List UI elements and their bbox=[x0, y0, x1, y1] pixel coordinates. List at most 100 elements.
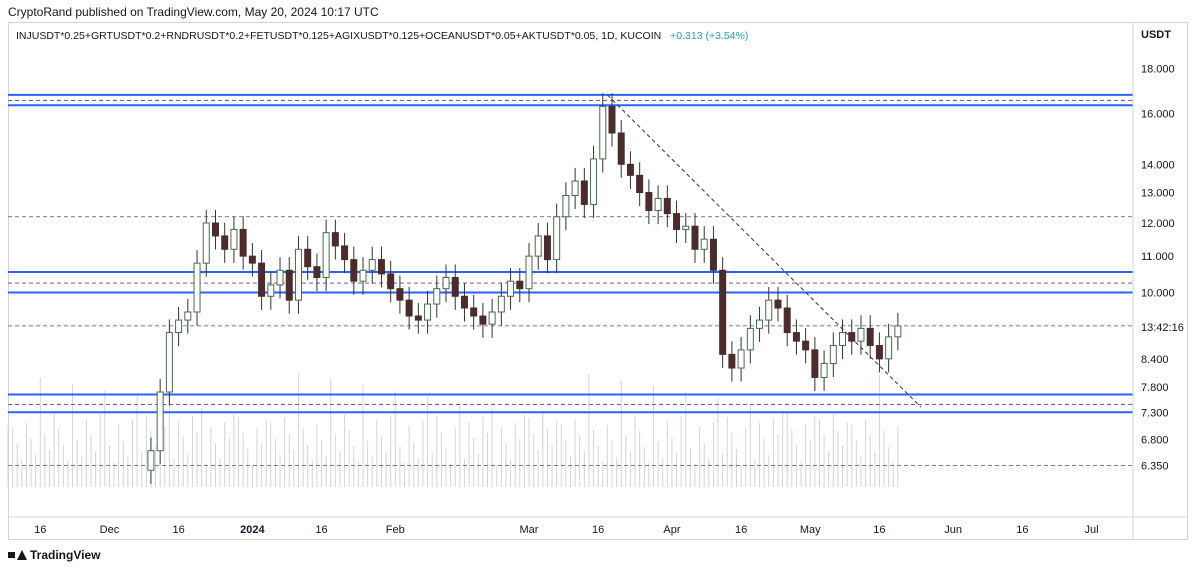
candle-body bbox=[525, 255, 533, 290]
brand-label: TradingView bbox=[30, 548, 101, 562]
countdown-text: 13:42:16 bbox=[1141, 322, 1184, 334]
candle-body bbox=[359, 269, 367, 282]
trendline bbox=[607, 94, 922, 408]
price-tick-label: 7.800 bbox=[1141, 382, 1169, 394]
candle-body bbox=[728, 353, 736, 369]
symbol-legend: INJUSDT*0.25+GRTUSDT*0.2+RNDRUSDT*0.2+FE… bbox=[16, 30, 748, 42]
candle-body bbox=[562, 194, 570, 218]
time-axis: 16 Dec 16 2024 16 Feb Mar 16 Apr 16 May 16 Jun 16 Jul bbox=[34, 524, 1098, 536]
candle-body bbox=[792, 332, 800, 342]
candle-body bbox=[175, 319, 183, 334]
candle-body bbox=[414, 315, 422, 321]
candle-body bbox=[193, 262, 201, 313]
price-tick-label: 14.000 bbox=[1141, 159, 1175, 171]
candle-body bbox=[783, 307, 791, 334]
publisher-line: CryptoRand published on TradingView.com,… bbox=[8, 5, 379, 19]
price-tick-label: 13.000 bbox=[1141, 188, 1175, 200]
countdown-label: 13:42:16 bbox=[1136, 319, 1186, 335]
candle-body bbox=[147, 450, 155, 471]
candle-body bbox=[848, 332, 856, 342]
price-tick-label: 8.400 bbox=[1141, 354, 1169, 366]
candle-body bbox=[580, 180, 588, 205]
candle-body bbox=[368, 259, 376, 271]
candle-body bbox=[802, 340, 810, 351]
candle-body bbox=[304, 248, 312, 268]
candle-body bbox=[829, 344, 837, 364]
candle-body bbox=[673, 213, 681, 230]
time-tick-label: Apr bbox=[663, 524, 680, 536]
candle-body bbox=[387, 273, 395, 290]
candle-body bbox=[719, 269, 727, 355]
candle-body bbox=[746, 327, 754, 351]
candle-body bbox=[211, 222, 219, 237]
time-tick-label: 16 bbox=[172, 524, 184, 536]
candle-body bbox=[857, 327, 865, 342]
candle-body bbox=[663, 197, 671, 215]
time-tick-label: 16 bbox=[34, 524, 46, 536]
price-tick-label: 16.000 bbox=[1141, 108, 1175, 120]
time-tick-label: May bbox=[800, 524, 821, 536]
time-tick-label: 16 bbox=[315, 524, 327, 536]
candle-body bbox=[654, 197, 662, 212]
candle-body bbox=[756, 319, 764, 329]
candle-body bbox=[405, 299, 413, 317]
candle-body bbox=[571, 180, 579, 196]
candle-body bbox=[885, 336, 893, 360]
candle-body bbox=[156, 391, 164, 452]
candle-body bbox=[543, 235, 551, 261]
candle-body bbox=[313, 266, 321, 279]
time-tick-label: Jun bbox=[944, 524, 962, 536]
price-tick-label: 12.000 bbox=[1141, 218, 1175, 230]
candle-body bbox=[617, 132, 625, 165]
candle-body bbox=[488, 311, 496, 325]
price-tick-label: 6.800 bbox=[1141, 434, 1169, 446]
candle-body bbox=[230, 228, 238, 250]
time-tick-label: 16 bbox=[873, 524, 885, 536]
candle-body bbox=[691, 225, 699, 250]
candle-body bbox=[700, 238, 708, 250]
candle-body bbox=[248, 255, 256, 264]
candle-body bbox=[258, 262, 266, 297]
candle-body bbox=[377, 259, 385, 275]
candle-body bbox=[460, 295, 468, 309]
symbol-name: INJUSDT*0.25+GRTUSDT*0.2+RNDRUSDT*0.2+FE… bbox=[16, 30, 662, 42]
currency-unit[interactable]: USDT bbox=[1141, 29, 1171, 41]
candle-body bbox=[553, 216, 561, 261]
candle-body bbox=[341, 245, 349, 261]
candle-body bbox=[350, 259, 358, 282]
candle-body bbox=[451, 277, 459, 297]
candle-body bbox=[497, 295, 505, 313]
candle-body bbox=[470, 307, 478, 317]
candle-body bbox=[516, 280, 524, 290]
candle-body bbox=[479, 315, 487, 325]
candle-body bbox=[424, 303, 432, 321]
candle-body bbox=[239, 228, 247, 257]
chart-frame bbox=[8, 22, 1188, 540]
time-tick-label: 16 bbox=[592, 524, 604, 536]
candle-body bbox=[774, 299, 782, 309]
time-tick-label: Feb bbox=[386, 524, 405, 536]
candle-body bbox=[294, 248, 302, 301]
candle-body bbox=[202, 222, 210, 264]
candle-body bbox=[875, 344, 883, 360]
candle-body bbox=[839, 332, 847, 346]
time-tick-label: Dec bbox=[100, 524, 120, 536]
candle-body bbox=[442, 277, 450, 290]
candles bbox=[147, 93, 902, 484]
countdown-bg bbox=[1136, 319, 1186, 335]
candle-body bbox=[894, 325, 902, 338]
time-tick-label: 16 bbox=[735, 524, 747, 536]
candle-body bbox=[737, 349, 745, 369]
candle-body bbox=[820, 362, 828, 378]
candle-body bbox=[276, 269, 284, 286]
candle-body bbox=[765, 299, 773, 321]
candle-body bbox=[221, 235, 229, 250]
candle-body bbox=[285, 269, 293, 301]
candle-body bbox=[165, 332, 173, 393]
horizontal-levels bbox=[8, 93, 1133, 466]
candle-body bbox=[267, 284, 275, 297]
price-tick-label: 10.000 bbox=[1141, 287, 1175, 299]
tradingview-brand[interactable]: TradingView bbox=[8, 548, 100, 562]
time-tick-label: 2024 bbox=[240, 524, 265, 536]
